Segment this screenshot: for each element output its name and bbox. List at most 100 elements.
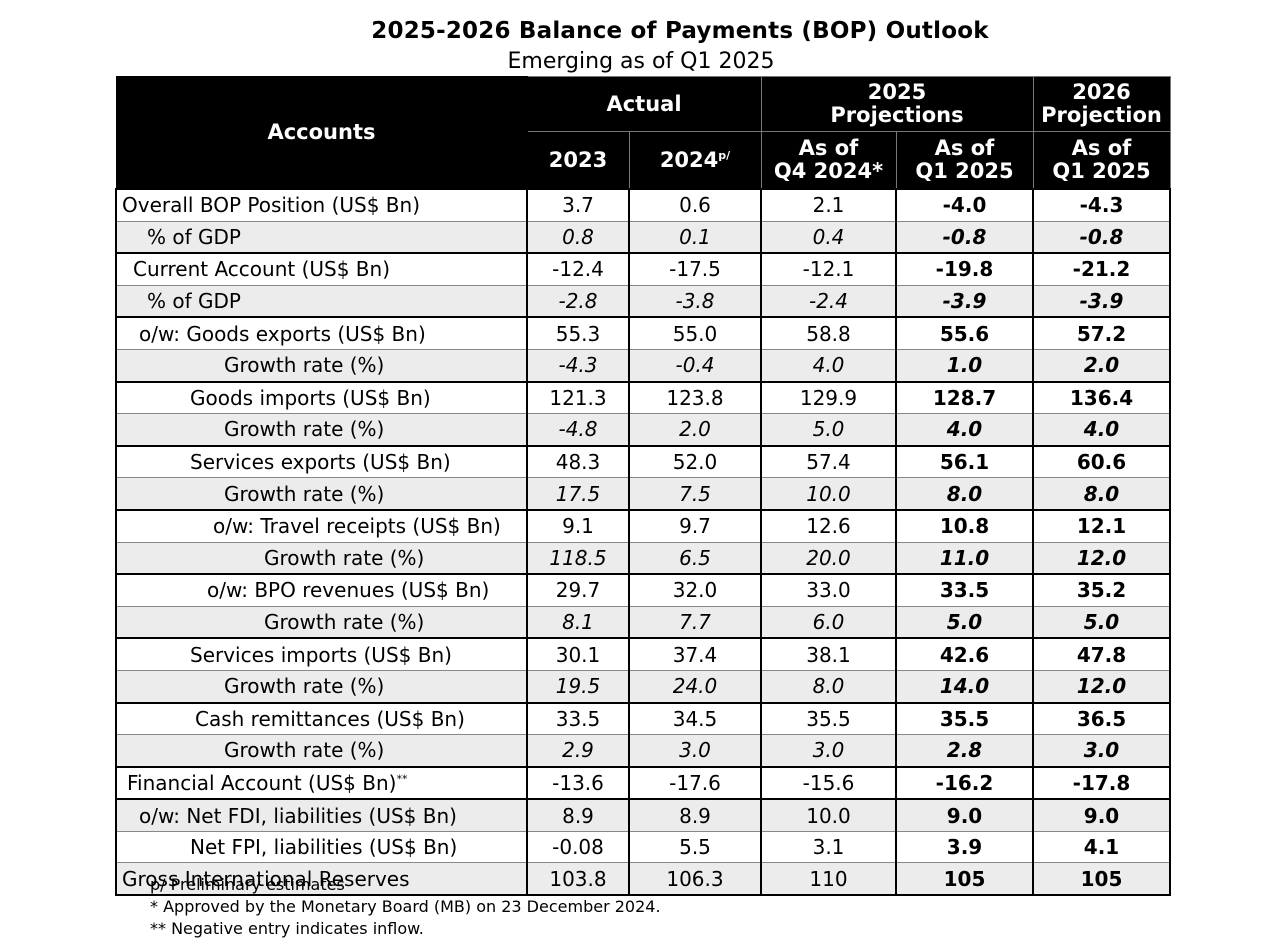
- value-2024: 0.6: [628, 187, 762, 222]
- footnote-preliminary: p/ Preliminary estimates: [150, 875, 345, 894]
- value-2026-q1-2025: 4.0: [1032, 413, 1171, 446]
- value-q4-2024: 4.0: [760, 348, 897, 382]
- value-2025-q1-2025: 10.8: [895, 508, 1034, 543]
- value-2023: 30.1: [526, 637, 630, 671]
- value-q4-2024: 8.0: [760, 669, 897, 703]
- row-label: Growth rate (%): [115, 541, 528, 575]
- value-q4-2024: 110: [760, 862, 897, 897]
- value-2025-q1-2025: 105: [895, 862, 1034, 897]
- value-2025-q1-2025: 55.6: [895, 316, 1034, 350]
- value-2025-q1-2025: 56.1: [895, 444, 1034, 478]
- row-label-text: o/w: Goods exports (US$ Bn): [139, 321, 426, 346]
- value-2024: 52.0: [628, 444, 762, 478]
- header-q1-2025-2025-line1: As of: [934, 136, 995, 160]
- table-row: Growth rate (%) 19.5 24.0 8.0 14.0 12.0: [115, 669, 1171, 703]
- value-2026-q1-2025: 5.0: [1032, 605, 1171, 639]
- header-actual: Actual: [526, 76, 762, 132]
- table-row: Financial Account (US$ Bn)** -13.6 -17.6 -1…: [115, 765, 1171, 800]
- row-label-text: Growth rate (%): [264, 545, 425, 570]
- value-2023: -4.3: [526, 348, 630, 382]
- row-label-text: Goods imports (US$ Bn): [190, 385, 431, 410]
- row-label-text: o/w: Travel receipts (US$ Bn): [213, 514, 501, 539]
- row-label-text: Growth rate (%): [264, 610, 425, 635]
- table-row: % of GDP 0.8 0.1 0.4 -0.8 -0.8: [115, 220, 1171, 254]
- value-2025-q1-2025: -4.0: [895, 187, 1034, 222]
- value-2023: -2.8: [526, 284, 630, 318]
- value-2023: -4.8: [526, 413, 630, 446]
- row-label: Financial Account (US$ Bn)**: [115, 765, 528, 800]
- row-label: Growth rate (%): [115, 477, 528, 510]
- header-projection-2026: 2026 Projection: [1032, 76, 1171, 132]
- value-2026-q1-2025: 12.0: [1032, 669, 1171, 703]
- value-2026-q1-2025: -4.3: [1032, 187, 1171, 222]
- header-2024-year: 2024: [659, 147, 719, 172]
- page-title: 2025-2026 Balance of Payments (BOP) Outl…: [371, 18, 989, 44]
- value-2026-q1-2025: 35.2: [1032, 573, 1171, 607]
- row-label-text: Current Account (US$ Bn): [133, 257, 391, 282]
- row-label: % of GDP: [115, 220, 528, 254]
- value-2024: -0.4: [628, 348, 762, 382]
- value-2025-q1-2025: 5.0: [895, 605, 1034, 639]
- value-2024: -17.6: [628, 765, 762, 800]
- table-body: Overall BOP Position (US$ Bn) 3.7 0.6 2.1 -4…: [115, 187, 1171, 897]
- header-row-top: Accounts Actual 2025 Projections 2026 Pr…: [115, 76, 1171, 190]
- value-2025-q1-2025: 42.6: [895, 637, 1034, 671]
- table-row: Growth rate (%) 118.5 6.5 20.0 11.0 12.0: [115, 541, 1171, 575]
- row-label-text: Services imports (US$ Bn): [190, 642, 452, 667]
- value-2023: 0.8: [526, 220, 630, 254]
- value-2024: 7.7: [628, 605, 762, 639]
- value-2026-q1-2025: -3.9: [1032, 284, 1171, 318]
- value-2025-q1-2025: 128.7: [895, 380, 1034, 414]
- value-2023: 2.9: [526, 734, 630, 767]
- row-label: o/w: BPO revenues (US$ Bn): [115, 573, 528, 607]
- row-label: % of GDP: [115, 284, 528, 318]
- header-projections-2025-label: Projections: [830, 103, 964, 127]
- value-2023: -12.4: [526, 252, 630, 286]
- value-2025-q1-2025: -0.8: [895, 220, 1034, 254]
- row-label: Gross International Reserves: [115, 862, 528, 897]
- table-row: % of GDP -2.8 -3.8 -2.4 -3.9 -3.9: [115, 284, 1171, 318]
- value-q4-2024: 12.6: [760, 508, 897, 543]
- value-2024: 55.0: [628, 316, 762, 350]
- row-label: o/w: Net FDI, liabilities (US$ Bn): [115, 798, 528, 832]
- table-row: Gross International Reserves 103.8 106.3 11…: [115, 862, 1171, 897]
- footnote-approval: * Approved by the Monetary Board (MB) on…: [150, 897, 661, 916]
- header-q4-2024-line1: As of: [798, 136, 859, 160]
- value-2025-q1-2025: 1.0: [895, 348, 1034, 382]
- value-2025-q1-2025: 35.5: [895, 701, 1034, 735]
- table-row: Current Account (US$ Bn) -12.4 -17.5 -12.1-…: [115, 252, 1171, 286]
- value-q4-2024: 3.0: [760, 734, 897, 767]
- row-label-text: Growth rate (%): [224, 738, 385, 763]
- value-q4-2024: -12.1: [760, 252, 897, 286]
- row-label-text: Overall BOP Position (US$ Bn): [122, 193, 421, 218]
- row-label-text: Growth rate (%): [224, 674, 385, 699]
- value-2023: 118.5: [526, 541, 630, 575]
- value-q4-2024: 35.5: [760, 701, 897, 735]
- value-2026-q1-2025: -0.8: [1032, 220, 1171, 254]
- row-label: Growth rate (%): [115, 413, 528, 446]
- row-label-text: Growth rate (%): [224, 417, 385, 442]
- value-q4-2024: 20.0: [760, 541, 897, 575]
- value-2023: 17.5: [526, 477, 630, 510]
- value-q4-2024: 0.4: [760, 220, 897, 254]
- header-2023: 2023: [526, 131, 630, 190]
- header-accounts: Accounts: [115, 76, 528, 190]
- table-row: o/w: Goods exports (US$ Bn) 55.3 55.0 58.8 5…: [115, 316, 1171, 350]
- row-label: Current Account (US$ Bn): [115, 252, 528, 286]
- value-2024: 123.8: [628, 380, 762, 414]
- table-row: Growth rate (%) 8.1 7.7 6.0 5.0 5.0: [115, 605, 1171, 639]
- value-2026-q1-2025: 60.6: [1032, 444, 1171, 478]
- header-q4-2024-line2: Q4 2024*: [773, 159, 884, 183]
- row-label-text: Net FPI, liabilities (US$ Bn): [190, 835, 458, 860]
- preliminary-marker: p/: [718, 148, 731, 162]
- value-2025-q1-2025: 3.9: [895, 830, 1034, 863]
- value-2024: 2.0: [628, 413, 762, 446]
- value-2026-q1-2025: 8.0: [1032, 477, 1171, 510]
- row-label: o/w: Travel receipts (US$ Bn): [115, 508, 528, 543]
- value-2023: 33.5: [526, 701, 630, 735]
- value-2025-q1-2025: 9.0: [895, 798, 1034, 832]
- table-row: Growth rate (%) -4.3 -0.4 4.0 1.0 2.0: [115, 348, 1171, 382]
- header-q1-2025-2026-line1: As of: [1071, 136, 1132, 160]
- table-row: Net FPI, liabilities (US$ Bn) -0.08 5.5 3.1…: [115, 830, 1171, 863]
- row-label-text: o/w: Net FDI, liabilities (US$ Bn): [139, 803, 457, 828]
